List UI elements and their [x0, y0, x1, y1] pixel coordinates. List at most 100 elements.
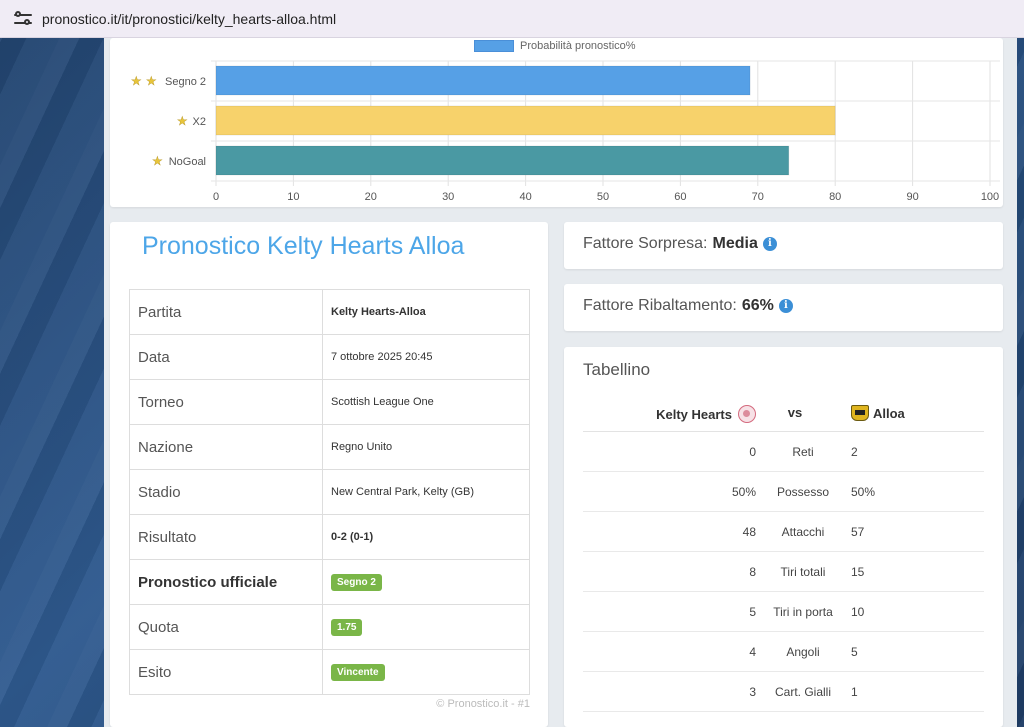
tick-label: 100 — [981, 191, 999, 203]
tick-label: 40 — [519, 191, 531, 203]
page-title: Pronostico Kelty Hearts Alloa — [142, 232, 465, 260]
prediction-chart-card: Probabilità pronostico% Segno 2 ★ ★ X2 ★ NoGo… — [110, 38, 1003, 207]
stat-row: 4 Angoli 5 — [583, 632, 984, 672]
fattore-sorpresa-value: Media — [712, 235, 758, 252]
stat-away-value: 15 — [851, 565, 865, 579]
info-row: Stadio New Central Park, Kelty (GB) — [129, 469, 530, 515]
info-value: Kelty Hearts-Alloa — [322, 289, 530, 335]
site-settings-icon[interactable] — [14, 10, 32, 27]
stat-home-value: 50% — [731, 485, 756, 499]
stat-row: 8 Tiri totali 15 — [583, 552, 984, 592]
info-row: Data 7 ottobre 2025 20:45 — [129, 334, 530, 380]
info-row: Risultato 0-2 (0-1) — [129, 514, 530, 560]
tick-label: 60 — [674, 191, 686, 203]
stat-row: 50% Possesso 50% — [583, 472, 984, 512]
star-icon: ★ — [152, 154, 163, 168]
tick-label: 10 — [287, 191, 299, 203]
info-label: Torneo — [129, 379, 323, 425]
info-value: 0-2 (0-1) — [322, 514, 530, 560]
stat-row: 48 Attacchi 57 — [583, 512, 984, 552]
stat-label: Attacchi — [781, 525, 825, 539]
bar — [215, 145, 790, 176]
tabellino-card: Tabellino Kelty Hearts vs Alloa 0 Reti 2 50… — [564, 347, 1003, 727]
stat-home-value: 3 — [749, 685, 756, 699]
info-value-cell: Vincente — [322, 649, 530, 695]
url-text[interactable]: pronostico.it/it/pronostici/kelty_hearts… — [42, 10, 337, 27]
status-badge: 1.75 — [331, 618, 363, 636]
fattore-ribaltamento-label: Fattore Ribaltamento: — [583, 297, 737, 314]
category-label: Segno 2 — [165, 76, 206, 88]
info-value: 7 ottobre 2025 20:45 — [322, 334, 530, 380]
stat-label: Tiri in porta — [773, 605, 833, 619]
tick-label: 50 — [597, 191, 609, 203]
stat-away-value: 57 — [851, 525, 865, 539]
fattore-ribaltamento-card: Fattore Ribaltamento: 66% i — [564, 284, 1003, 331]
stat-away-value: 50% — [851, 485, 876, 499]
info-icon[interactable]: i — [778, 299, 793, 313]
fattore-sorpresa-label: Fattore Sorpresa: — [583, 235, 708, 252]
info-row: Esito Vincente — [129, 649, 530, 695]
stat-label: Tiri totali — [780, 565, 826, 579]
stat-away-value: 2 — [851, 445, 858, 459]
stat-home-value: 8 — [749, 565, 756, 579]
info-row: Partita Kelty Hearts-Alloa — [129, 289, 530, 335]
stat-home-value: 48 — [742, 525, 756, 539]
status-badge: Vincente — [331, 663, 385, 681]
info-icon[interactable]: i — [762, 237, 777, 251]
tick-label: 0 — [213, 191, 219, 203]
category-label: NoGoal — [169, 156, 206, 168]
stat-away-value: 1 — [851, 685, 858, 699]
info-label: Risultato — [129, 514, 323, 560]
info-row: Pronostico ufficiale Segno 2 — [129, 559, 530, 605]
home-team-crest-icon — [738, 405, 756, 423]
away-team-crest-icon — [851, 405, 869, 421]
legend-swatch — [474, 40, 514, 52]
pronostico-card: Pronostico Kelty Hearts Alloa Partita Kel… — [110, 222, 548, 727]
info-value: New Central Park, Kelty (GB) — [322, 469, 530, 515]
star-icon: ★ — [131, 74, 142, 88]
tick-label: 90 — [906, 191, 918, 203]
bar — [215, 65, 751, 96]
info-row: Quota 1.75 — [129, 604, 530, 650]
star-icon: ★ — [177, 114, 188, 128]
stat-label: Reti — [792, 445, 814, 459]
status-badge: Segno 2 — [331, 573, 382, 591]
stat-row: 3 Cart. Gialli 1 — [583, 672, 984, 712]
info-row: Nazione Regno Unito — [129, 424, 530, 470]
stat-row: 0 Reti 2 — [583, 432, 984, 472]
tick-label: 20 — [365, 191, 377, 203]
stat-label: Cart. Gialli — [774, 685, 831, 699]
stat-away-value: 10 — [851, 605, 865, 619]
tick-label: 80 — [829, 191, 841, 203]
match-info-table: Partita Kelty Hearts-Alloa Data 7 ottobre 2… — [129, 289, 530, 695]
info-value-cell: Segno 2 — [322, 559, 530, 605]
fattore-ribaltamento-value: 66% — [741, 297, 774, 314]
tabellino-title: Tabellino — [583, 360, 651, 379]
address-bar[interactable]: pronostico.it/it/pronostici/kelty_hearts… — [0, 0, 1024, 38]
page-content: Probabilità pronostico% Segno 2 ★ ★ X2 ★ NoGo… — [104, 38, 1017, 727]
fattore-sorpresa-card: Fattore Sorpresa: Media i — [564, 222, 1003, 269]
info-value-cell: 1.75 — [322, 604, 530, 650]
star-icon: ★ — [146, 74, 157, 88]
stat-home-value: 0 — [749, 445, 756, 459]
info-label: Partita — [129, 289, 323, 335]
stat-row: 5 Tiri in porta 10 — [583, 592, 984, 632]
legend-label: Probabilità pronostico% — [520, 40, 636, 52]
tick-label: 70 — [752, 191, 764, 203]
info-label: Pronostico ufficiale — [129, 559, 323, 605]
info-label: Nazione — [129, 424, 323, 470]
info-label: Stadio — [129, 469, 323, 515]
bar-chart: Segno 2 ★ ★ X2 ★ NoGoal ★ 0 10 20 30 40 50 60 70 80 90 10… — [131, 60, 1000, 203]
info-row: Torneo Scottish League One — [129, 379, 530, 425]
category-label: X2 — [193, 116, 206, 128]
stat-label: Possesso — [776, 485, 830, 499]
vs-label: vs — [787, 405, 803, 420]
info-value: Scottish League One — [322, 379, 530, 425]
stat-label: Angoli — [786, 645, 820, 659]
stat-home-value: 4 — [749, 645, 756, 659]
bar — [215, 105, 836, 136]
away-team-name: Alloa — [873, 405, 905, 421]
stat-home-value: 5 — [749, 605, 756, 619]
info-value: Regno Unito — [322, 424, 530, 470]
stat-away-value: 5 — [851, 645, 858, 659]
